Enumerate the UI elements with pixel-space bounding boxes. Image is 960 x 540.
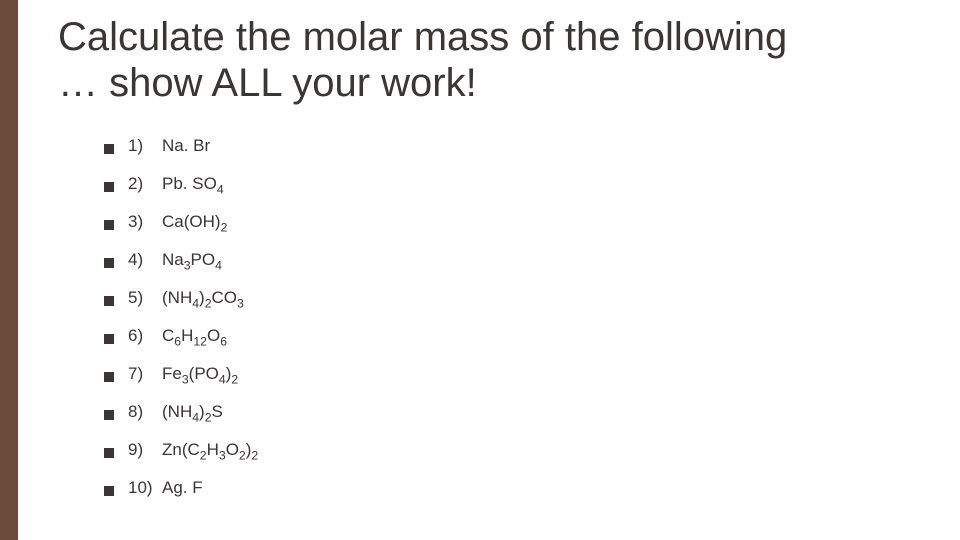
item-formula: Ca(OH)2 [162, 212, 227, 232]
compound-list: 1) Na. Br 2) Pb. SO4 3) Ca(OH)2 4) Na3PO… [104, 136, 930, 498]
item-formula: Na3PO4 [162, 250, 222, 270]
item-number: 8) [128, 402, 162, 422]
item-number: 3) [128, 212, 162, 232]
list-item: 9) Zn(C2H3O2)2 [104, 440, 930, 460]
square-bullet-icon [104, 296, 114, 306]
item-number: 1) [128, 136, 162, 156]
left-accent-bar [0, 0, 18, 540]
list-item: 8) (NH4)2S [104, 402, 930, 422]
slide-title: Calculate the molar mass of the followin… [58, 14, 930, 106]
item-number: 7) [128, 364, 162, 384]
item-number: 9) [128, 440, 162, 460]
square-bullet-icon [104, 372, 114, 382]
square-bullet-icon [104, 182, 114, 192]
title-line-1: Calculate the molar mass of the followin… [58, 15, 787, 59]
list-item: 6) C6H12O6 [104, 326, 930, 346]
item-formula: Na. Br [162, 136, 210, 156]
list-item: 1) Na. Br [104, 136, 930, 156]
square-bullet-icon [104, 144, 114, 154]
item-number: 5) [128, 288, 162, 308]
item-formula: C6H12O6 [162, 326, 227, 346]
list-item: 10) Ag. F [104, 478, 930, 498]
list-item: 7) Fe3(PO4)2 [104, 364, 930, 384]
square-bullet-icon [104, 410, 114, 420]
item-formula: Fe3(PO4)2 [162, 364, 238, 384]
item-formula: (NH4)2S [162, 402, 223, 422]
item-formula: Zn(C2H3O2)2 [162, 440, 258, 460]
slide-content: Calculate the molar mass of the followin… [58, 14, 930, 516]
item-formula: Ag. F [162, 478, 203, 498]
item-number: 2) [128, 174, 162, 194]
square-bullet-icon [104, 258, 114, 268]
item-formula: Pb. SO4 [162, 174, 224, 194]
list-item: 3) Ca(OH)2 [104, 212, 930, 232]
item-formula: (NH4)2CO3 [162, 288, 244, 308]
item-number: 10) [128, 478, 162, 498]
list-item: 4) Na3PO4 [104, 250, 930, 270]
item-number: 6) [128, 326, 162, 346]
square-bullet-icon [104, 486, 114, 496]
square-bullet-icon [104, 220, 114, 230]
square-bullet-icon [104, 448, 114, 458]
square-bullet-icon [104, 334, 114, 344]
item-number: 4) [128, 250, 162, 270]
title-line-2: … show ALL your work! [58, 61, 477, 105]
list-item: 5) (NH4)2CO3 [104, 288, 930, 308]
list-item: 2) Pb. SO4 [104, 174, 930, 194]
